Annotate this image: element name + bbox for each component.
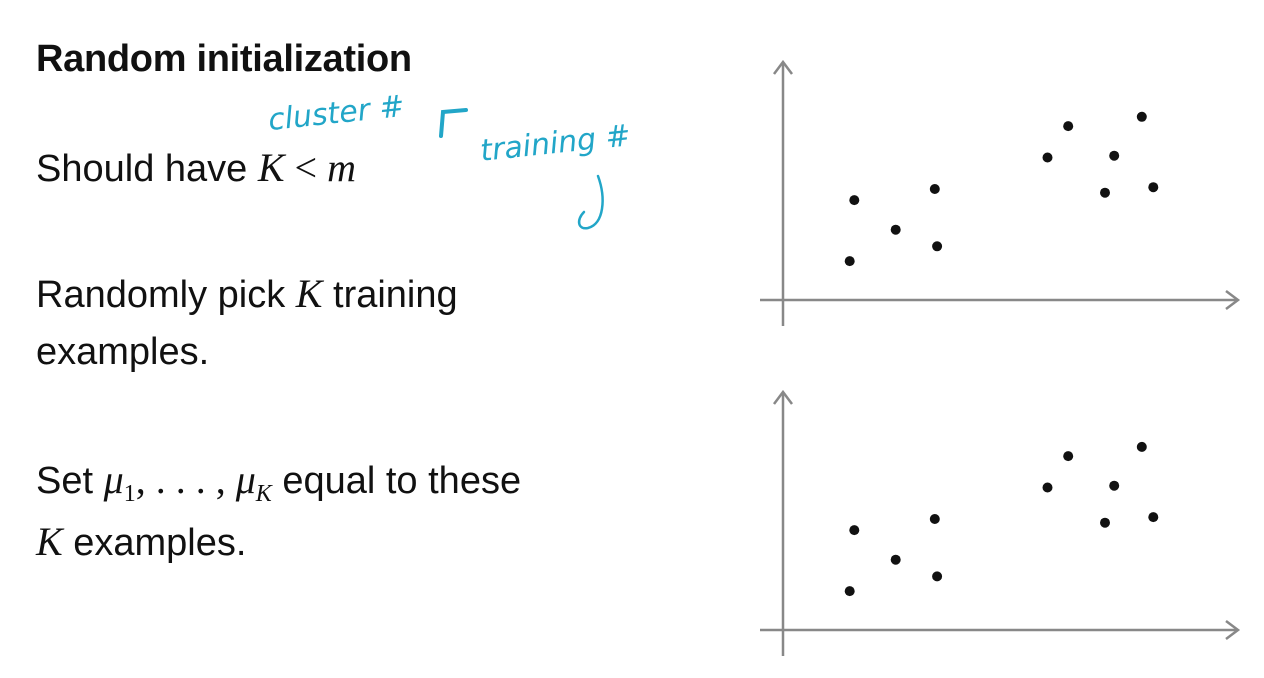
line-randomly-pick-b: training xyxy=(322,274,458,316)
data-point xyxy=(929,184,940,194)
data-point xyxy=(1063,451,1074,462)
y-axis-arrow-2 xyxy=(773,389,793,405)
math-k-3: K xyxy=(36,519,63,564)
data-point xyxy=(1148,512,1159,523)
x-axis-arrow-2 xyxy=(1225,620,1241,640)
data-point xyxy=(1063,121,1074,132)
line-set-mu: Set μ1, . . . , μK equal to these xyxy=(36,452,521,522)
data-point xyxy=(1100,187,1110,198)
math-m: m xyxy=(327,145,356,190)
math-mu-1-symbol: μ xyxy=(103,457,124,502)
data-point xyxy=(1109,150,1120,161)
math-mu-k: μK xyxy=(235,457,272,507)
math-mu-1-sub: 1 xyxy=(123,481,136,507)
data-point xyxy=(1109,480,1120,491)
math-mu-1: μ1 xyxy=(103,457,136,507)
line-set-a: Set xyxy=(36,460,104,502)
math-k-2: K xyxy=(295,271,323,316)
math-k: K xyxy=(257,145,285,190)
data-point xyxy=(1042,482,1053,493)
math-dots: , . . . , xyxy=(135,457,236,502)
data-point xyxy=(929,514,940,524)
data-point xyxy=(1136,111,1147,122)
math-less-than: < xyxy=(284,145,328,190)
data-point xyxy=(849,195,860,206)
data-point xyxy=(932,241,943,252)
data-point xyxy=(844,256,855,267)
line-randomly-pick-a: Randomly pick xyxy=(36,274,296,316)
math-mu-k-symbol: μ xyxy=(235,457,256,502)
slide-title: Random initialization xyxy=(36,38,412,80)
y-axis-arrow-1 xyxy=(773,59,793,75)
line-k-examples-text: examples. xyxy=(62,522,247,564)
math-mu-k-sub: K xyxy=(255,481,272,507)
data-point xyxy=(1100,517,1110,528)
data-point xyxy=(844,586,855,597)
data-point xyxy=(890,224,901,235)
line-randomly-pick: Randomly pick K training xyxy=(36,266,458,323)
line-k-examples: K examples. xyxy=(36,514,246,571)
data-point xyxy=(932,571,943,582)
line-set-b: equal to these xyxy=(271,460,522,502)
data-point xyxy=(1148,182,1159,193)
line-examples: examples. xyxy=(36,331,210,373)
line-should-have: Should have K < m xyxy=(36,140,356,197)
x-axis-arrow-1 xyxy=(1225,290,1241,310)
data-point xyxy=(1136,441,1147,452)
data-point xyxy=(890,554,901,565)
line-should-have-text: Should have xyxy=(36,148,258,190)
data-point xyxy=(1042,152,1053,163)
data-point xyxy=(849,525,860,536)
